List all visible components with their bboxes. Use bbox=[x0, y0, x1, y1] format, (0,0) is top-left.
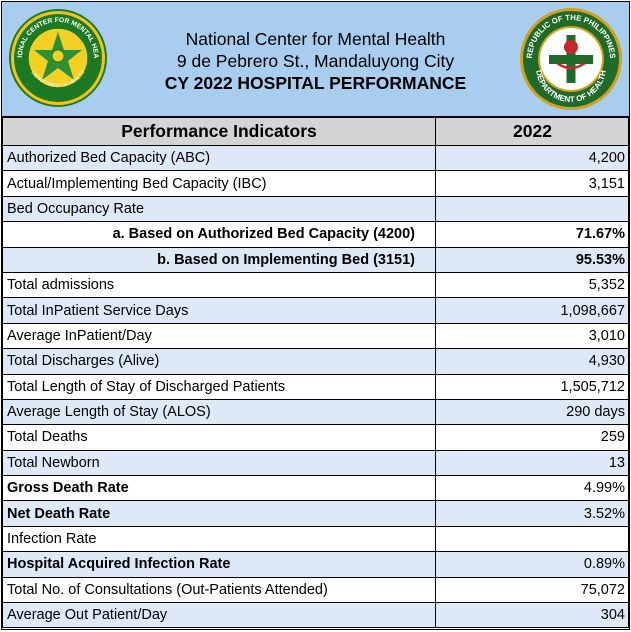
table-row: Infection Rate bbox=[2, 525, 629, 553]
table-row: Authorized Bed Capacity (ABC) 4,200 bbox=[2, 144, 629, 172]
table-row: Actual/Implementing Bed Capacity (IBC) 3… bbox=[2, 170, 629, 197]
row-label-deaths: Total Deaths bbox=[2, 424, 436, 451]
table-row: Total No. of Consultations (Out-Patients… bbox=[2, 576, 629, 604]
table-row: Total Deaths 259 bbox=[2, 424, 629, 451]
table-row: Net Death Rate 3.52% bbox=[2, 500, 629, 527]
table-row: Average Out Patient/Day 304 bbox=[2, 602, 629, 629]
row-value-ibc: 3,151 bbox=[435, 170, 629, 197]
row-value-occupancy-abc: 71.67% bbox=[435, 221, 629, 248]
row-label-abc: Authorized Bed Capacity (ABC) bbox=[2, 144, 436, 172]
row-value-gross-death-rate: 4.99% bbox=[435, 475, 629, 502]
row-value-deaths: 259 bbox=[435, 424, 629, 451]
row-label-consultations: Total No. of Consultations (Out-Patients… bbox=[2, 576, 436, 604]
col-header-year: 2022 bbox=[435, 117, 629, 146]
table-row: Average InPatient/Day 3,010 bbox=[2, 322, 629, 350]
ncmh-seal-logo: NATIONAL CENTER FOR MENTAL HEALTH DEPART… bbox=[8, 8, 107, 107]
row-label-net-death-rate: Net Death Rate bbox=[2, 500, 436, 527]
row-value-avg-inpatient: 3,010 bbox=[435, 322, 629, 350]
row-label-infection-rate: Infection Rate bbox=[2, 525, 436, 553]
report-title: CY 2022 HOSPITAL PERFORMANCE bbox=[164, 73, 467, 93]
institution-address: 9 de Pebrero St., Mandaluyong City bbox=[176, 51, 455, 71]
table-row: Total Discharges (Alive) 4,930 bbox=[2, 348, 629, 375]
row-value-length-of-stay: 1,505,712 bbox=[435, 373, 629, 400]
row-label-avg-outpatient: Average Out Patient/Day bbox=[2, 602, 436, 629]
row-value-infection-rate bbox=[435, 525, 629, 553]
row-label-alos: Average Length of Stay (ALOS) bbox=[2, 398, 436, 426]
row-value-alos: 290 days bbox=[435, 398, 629, 426]
row-label-avg-inpatient: Average InPatient/Day bbox=[2, 322, 436, 350]
row-label-hai-rate: Hospital Acquired Infection Rate bbox=[2, 551, 436, 578]
report-title-block: National Center for Mental Health 9 de P… bbox=[114, 28, 517, 95]
table-row: Bed Occupancy Rate bbox=[2, 195, 629, 223]
table-row: Gross Death Rate 4.99% bbox=[2, 475, 629, 502]
row-label-occupancy-abc: a. Based on Authorized Bed Capacity (420… bbox=[2, 221, 436, 248]
row-label-gross-death-rate: Gross Death Rate bbox=[2, 475, 436, 502]
table-row: Total admissions 5,352 bbox=[2, 271, 629, 299]
row-value-avg-outpatient: 304 bbox=[435, 602, 629, 629]
row-value-consultations: 75,072 bbox=[435, 576, 629, 604]
row-label-admissions: Total admissions bbox=[2, 271, 436, 299]
performance-table: Performance Indicators 2022 Authorized B… bbox=[2, 117, 629, 629]
row-value-bed-occupancy bbox=[435, 195, 629, 223]
row-value-net-death-rate: 3.52% bbox=[435, 500, 629, 527]
table-row: Total Newborn 13 bbox=[2, 449, 629, 477]
row-label-occupancy-ibc: b. Based on Implementing Bed (3151) bbox=[2, 246, 436, 273]
row-label-inpatient-days: Total InPatient Service Days bbox=[2, 297, 436, 324]
row-label-bed-occupancy: Bed Occupancy Rate bbox=[2, 195, 436, 223]
table-row: a. Based on Authorized Bed Capacity (420… bbox=[2, 221, 629, 248]
row-value-discharges: 4,930 bbox=[435, 348, 629, 375]
table-row: Total Length of Stay of Discharged Patie… bbox=[2, 373, 629, 400]
table-row: Hospital Acquired Infection Rate 0.89% bbox=[2, 551, 629, 578]
row-label-ibc: Actual/Implementing Bed Capacity (IBC) bbox=[2, 170, 436, 197]
row-value-admissions: 5,352 bbox=[435, 271, 629, 299]
institution-name: National Center for Mental Health bbox=[185, 29, 446, 49]
row-value-newborn: 13 bbox=[435, 449, 629, 477]
table-row: b. Based on Implementing Bed (3151) 95.5… bbox=[2, 246, 629, 273]
table-row: Total InPatient Service Days 1,098,667 bbox=[2, 297, 629, 324]
row-value-occupancy-ibc: 95.53% bbox=[435, 246, 629, 273]
table-row: Average Length of Stay (ALOS) 290 days bbox=[2, 398, 629, 426]
doh-seal-logo: REPUBLIC OF THE PHILIPPINES DEPARTMENT O… bbox=[520, 8, 622, 110]
row-label-length-of-stay: Total Length of Stay of Discharged Patie… bbox=[2, 373, 436, 400]
row-value-hai-rate: 0.89% bbox=[435, 551, 629, 578]
row-label-newborn: Total Newborn bbox=[2, 449, 436, 477]
row-label-discharges: Total Discharges (Alive) bbox=[2, 348, 436, 375]
col-header-indicators: Performance Indicators bbox=[2, 117, 436, 146]
report-header: NATIONAL CENTER FOR MENTAL HEALTH DEPART… bbox=[2, 2, 629, 117]
table-header-row: Performance Indicators 2022 bbox=[2, 117, 629, 146]
row-value-inpatient-days: 1,098,667 bbox=[435, 297, 629, 324]
row-value-abc: 4,200 bbox=[435, 144, 629, 172]
